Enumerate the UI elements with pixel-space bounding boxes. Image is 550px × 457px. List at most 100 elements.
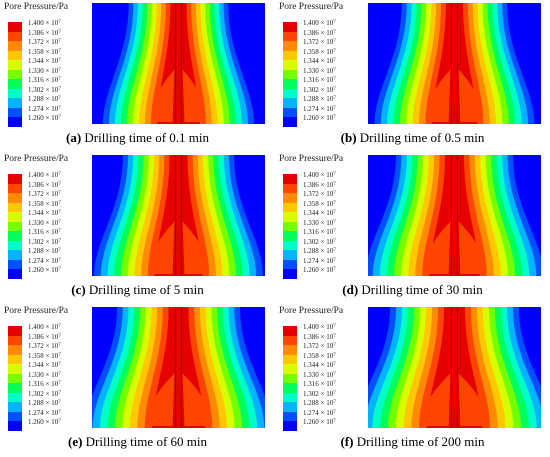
panel-a: Pore Pressure/Pa 1.400 × 107 1.386 × 107 1.… — [0, 0, 275, 152]
legend-tick-label: 1.260 × 107 — [303, 418, 336, 426]
panel-letter: (e) — [67, 434, 83, 449]
legend-swatch — [8, 50, 22, 60]
legend-title: Pore Pressure/Pa — [279, 306, 344, 316]
legend-tick-label: 1.344 × 107 — [303, 57, 336, 65]
legend-swatch — [283, 364, 297, 374]
legend-swatch — [283, 392, 297, 402]
legend-tick-label: 1.260 × 107 — [303, 266, 336, 274]
legend-title: Pore Pressure/Pa — [4, 306, 69, 316]
legend-swatch — [283, 107, 297, 117]
legend-tick-label: 1.344 × 107 — [28, 209, 61, 217]
legend-tick-label: 1.302 × 107 — [28, 85, 61, 94]
legend-swatch — [283, 31, 297, 41]
contour-lobe — [425, 221, 451, 274]
legend-swatch — [283, 250, 297, 260]
legend-tick-label: 1.302 × 107 — [303, 389, 336, 398]
contour-lobe — [152, 69, 175, 122]
legend-tick-label: 1.288 × 107 — [303, 95, 336, 103]
legend-tick-label: 1.372 × 107 — [303, 190, 336, 198]
legend-tick-label: 1.344 × 107 — [28, 57, 61, 65]
legend-swatch — [283, 69, 297, 79]
panel-letter: (d) — [342, 282, 359, 297]
pore-pressure-contour-plot — [368, 307, 541, 428]
panel-caption: (b) Drilling time of 0.5 min — [340, 130, 485, 145]
legend-swatch — [8, 174, 22, 184]
legend-swatch — [283, 183, 297, 193]
legend-tick-label: 1.372 × 107 — [303, 342, 336, 350]
legend-swatch — [8, 411, 22, 421]
legend-tick-label: 1.386 × 107 — [303, 180, 336, 189]
panel-letter: (a) — [66, 130, 82, 145]
contour-lobe — [423, 373, 451, 426]
panel-letter: (b) — [340, 130, 357, 145]
legend-swatch — [283, 221, 297, 231]
legend-tick-label: 1.372 × 107 — [28, 342, 61, 350]
legend-tick-label: 1.386 × 107 — [28, 332, 61, 341]
legend-tick-label: 1.274 × 107 — [303, 408, 336, 417]
panel-caption: (d) Drilling time of 30 min — [342, 282, 483, 297]
legend-swatch — [283, 202, 297, 212]
legend-tick-label: 1.274 × 107 — [303, 256, 336, 265]
legend-swatch — [283, 88, 297, 98]
legend-tick-label: 1.302 × 107 — [28, 389, 61, 398]
legend-title: Pore Pressure/Pa — [279, 154, 344, 164]
legend-swatch — [8, 202, 22, 212]
legend-swatch — [8, 421, 22, 431]
legend-tick-label: 1.400 × 107 — [28, 19, 61, 27]
legend-tick-label: 1.358 × 107 — [28, 351, 61, 360]
panel-e: Pore Pressure/Pa 1.400 × 107 1.386 × 107 1.… — [0, 304, 275, 456]
legend-swatch — [8, 335, 22, 345]
legend-tick-label: 1.302 × 107 — [303, 237, 336, 246]
legend-tick-label: 1.274 × 107 — [303, 104, 336, 113]
legend-tick-label: 1.358 × 107 — [28, 47, 61, 56]
contour-lobe — [182, 221, 207, 274]
legend-swatch — [283, 402, 297, 412]
legend-tick-label: 1.358 × 107 — [303, 351, 336, 360]
legend-swatch — [283, 335, 297, 345]
legend-swatch — [8, 364, 22, 374]
legend-tick-label: 1.260 × 107 — [28, 114, 61, 122]
legend-swatch — [8, 240, 22, 250]
legend-tick-label: 1.400 × 107 — [303, 323, 336, 331]
legend-tick-label: 1.400 × 107 — [303, 171, 336, 179]
legend-swatch — [8, 60, 22, 70]
legend-tick-label: 1.302 × 107 — [28, 237, 61, 246]
contour-lobe — [182, 69, 205, 122]
legend-tick-label: 1.288 × 107 — [28, 95, 61, 103]
legend-swatch — [8, 69, 22, 79]
legend-tick-label: 1.358 × 107 — [303, 199, 336, 208]
legend-tick-label: 1.260 × 107 — [303, 114, 336, 122]
legend-tick-label: 1.386 × 107 — [28, 28, 61, 37]
color-legend: 1.400 × 107 1.386 × 107 1.372 × 107 1.358 ×… — [4, 172, 94, 280]
legend-swatch — [8, 402, 22, 412]
contour-lobe — [458, 221, 484, 274]
legend-swatch — [283, 212, 297, 222]
legend-tick-label: 1.400 × 107 — [303, 19, 336, 27]
legend-tick-label: 1.344 × 107 — [303, 209, 336, 217]
legend-tick-label: 1.316 × 107 — [303, 76, 336, 84]
legend-tick-label: 1.260 × 107 — [28, 418, 61, 426]
legend-swatch — [283, 117, 297, 127]
legend-tick-label: 1.288 × 107 — [28, 247, 61, 255]
pore-pressure-contour-plot — [92, 3, 265, 124]
legend-tick-label: 1.330 × 107 — [28, 66, 61, 75]
legend-swatch — [8, 221, 22, 231]
legend-swatch — [8, 193, 22, 203]
contour-lobe — [150, 221, 175, 274]
legend-swatch — [8, 88, 22, 98]
panel-caption: (c) Drilling time of 5 min — [71, 282, 204, 297]
legend-title: Pore Pressure/Pa — [4, 2, 69, 12]
legend-tick-label: 1.274 × 107 — [28, 104, 61, 113]
legend-tick-label: 1.400 × 107 — [28, 171, 61, 179]
legend-swatch — [283, 174, 297, 184]
legend-swatch — [283, 41, 297, 51]
legend-tick-label: 1.400 × 107 — [28, 323, 61, 331]
color-legend: 1.400 × 107 1.386 × 107 1.372 × 107 1.358 ×… — [4, 20, 94, 128]
legend-tick-label: 1.344 × 107 — [28, 361, 61, 369]
legend-tick-label: 1.288 × 107 — [28, 399, 61, 407]
legend-swatch — [283, 231, 297, 241]
legend-tick-label: 1.372 × 107 — [303, 38, 336, 46]
legend-swatch — [283, 193, 297, 203]
legend-swatch — [8, 345, 22, 355]
pore-pressure-contour-plot — [368, 155, 541, 276]
